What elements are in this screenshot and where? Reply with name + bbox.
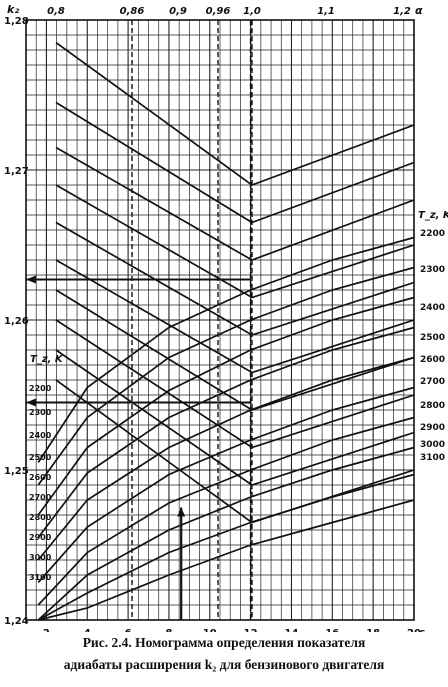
example-arrowhead-left xyxy=(26,398,36,407)
lower-curve-tz-2500 xyxy=(37,326,415,539)
upper-curve-tz-2900 xyxy=(55,319,415,449)
lower-curve-tz-2400 xyxy=(37,296,415,516)
y-tick-label: 1,27 xyxy=(4,166,29,177)
right-legend-label: 2600 xyxy=(420,355,445,365)
upper-curve-tz-2300 xyxy=(55,101,415,224)
x-top-axis-title: α xyxy=(415,4,423,17)
left-legend-label: 2600 xyxy=(29,473,52,482)
y-axis-title: k₂ xyxy=(7,3,19,16)
x-bottom-tick-label: 8 xyxy=(165,628,172,632)
lower-curve-tz-3100 xyxy=(38,499,415,621)
upper-curve-tz-2500 xyxy=(55,184,415,299)
figure-caption: Рис. 2.4. Номограмма определения показат… xyxy=(0,632,448,676)
x-bottom-tick-label: 18 xyxy=(366,628,380,632)
y-tick-label: 1,24 xyxy=(4,616,29,627)
y-tick-label: 1,26 xyxy=(4,316,29,327)
left-legend-title: T_z, K xyxy=(30,354,64,365)
lower-curve-tz-2200 xyxy=(37,236,415,463)
lower-curve-tz-2600 xyxy=(37,356,415,561)
right-legend-label: 2500 xyxy=(420,333,445,343)
left-legend-label: 2900 xyxy=(29,533,52,542)
right-legend-label: 3000 xyxy=(420,440,445,450)
right-legend-label: 2800 xyxy=(420,401,445,411)
x-bottom-tick-label: 16 xyxy=(325,628,339,632)
upper-curve-tz-3000 xyxy=(55,349,415,486)
x-bottom-tick-label: 10 xyxy=(203,628,217,632)
upper-curve-tz-2400 xyxy=(55,146,415,261)
example-arrowhead-upper xyxy=(26,275,36,284)
x-top-tick-label: 1,1 xyxy=(317,6,335,17)
plot-frame xyxy=(25,19,415,621)
lower-curve-tz-2300 xyxy=(37,266,415,486)
left-legend-label: 2200 xyxy=(29,384,52,393)
right-legend-label: 2400 xyxy=(420,303,445,313)
left-legend-label: 2500 xyxy=(29,453,52,462)
lower-curve-tz-2900 xyxy=(37,446,415,621)
right-legend-label: 2700 xyxy=(420,377,445,387)
left-legend-label: 2300 xyxy=(29,408,52,417)
caption-line-2: адиабаты расширения k₂ для бензинового д… xyxy=(63,657,385,672)
x-top-tick-label: 0,86 xyxy=(120,6,145,17)
right-legend-label: 2900 xyxy=(420,423,445,433)
lower-curve-tz-3000 xyxy=(37,473,415,621)
x-bottom-tick-label: 12 xyxy=(244,628,258,632)
example-marks xyxy=(26,275,251,620)
right-legend-label: 3100 xyxy=(420,453,445,463)
lower-curve-tz-2700 xyxy=(37,386,415,584)
left-legend-label: 3000 xyxy=(29,553,52,562)
x-bottom-tick-label: 6 xyxy=(125,628,132,632)
right-legend-title: T_z, K xyxy=(418,210,448,221)
curve-families xyxy=(37,41,415,621)
example-arrowhead-up xyxy=(177,507,186,517)
x-bottom-tick-label: 2 xyxy=(43,628,50,632)
x-top-tick-label: 1,0 xyxy=(243,6,261,17)
left-legend-label: 2800 xyxy=(29,513,52,522)
left-legend-label: 2400 xyxy=(29,431,52,440)
x-bottom-tick-label: 14 xyxy=(285,628,299,632)
x-top-tick-label: 1,2 xyxy=(393,6,411,17)
y-tick-label: 1,25 xyxy=(4,466,29,477)
right-legend-label: 2300 xyxy=(420,265,445,275)
upper-curve-tz-2200 xyxy=(55,41,415,186)
upper-curve-tz-2700 xyxy=(55,259,415,374)
caption-line-1: Рис. 2.4. Номограмма определения показат… xyxy=(82,635,366,650)
left-legend-label: 2700 xyxy=(29,493,52,502)
lower-curve-tz-2800 xyxy=(37,416,415,606)
x-bottom-tick-label: 20 xyxy=(407,628,421,632)
right-legend-label: 2200 xyxy=(420,229,445,239)
x-top-tick-label: 0,96 xyxy=(206,6,231,17)
upper-curve-tz-2600 xyxy=(55,221,415,336)
left-legend-label: 3100 xyxy=(29,573,52,582)
x-top-tick-label: 0,8 xyxy=(47,6,65,17)
x-bottom-axis-title: ε xyxy=(419,626,425,632)
x-top-tick-label: 0,9 xyxy=(169,6,187,17)
y-tick-label: 1,28 xyxy=(4,16,29,27)
x-bottom-tick-label: 4 xyxy=(84,628,91,632)
